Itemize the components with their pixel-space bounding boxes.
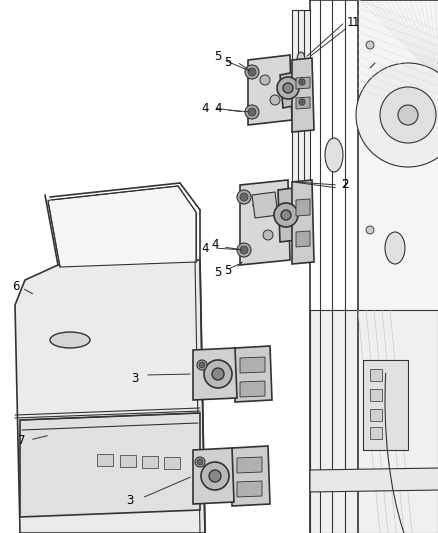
Text: 7: 7 bbox=[18, 433, 26, 447]
Circle shape bbox=[195, 457, 205, 467]
Circle shape bbox=[398, 105, 418, 125]
Text: 5: 5 bbox=[214, 50, 222, 62]
Polygon shape bbox=[248, 55, 292, 125]
Polygon shape bbox=[240, 381, 265, 397]
Circle shape bbox=[240, 246, 248, 254]
Polygon shape bbox=[292, 58, 314, 132]
Circle shape bbox=[197, 360, 207, 370]
Circle shape bbox=[300, 101, 304, 103]
Circle shape bbox=[237, 243, 251, 257]
Circle shape bbox=[201, 462, 229, 490]
Circle shape bbox=[260, 75, 270, 85]
Circle shape bbox=[245, 65, 259, 79]
Polygon shape bbox=[296, 231, 310, 247]
Ellipse shape bbox=[385, 232, 405, 264]
Polygon shape bbox=[370, 427, 382, 439]
Circle shape bbox=[245, 105, 259, 119]
Circle shape bbox=[199, 362, 205, 368]
Polygon shape bbox=[232, 446, 270, 506]
Circle shape bbox=[270, 95, 280, 105]
Polygon shape bbox=[370, 369, 382, 381]
Polygon shape bbox=[240, 180, 290, 265]
Polygon shape bbox=[237, 457, 262, 473]
Polygon shape bbox=[193, 348, 237, 400]
Circle shape bbox=[299, 99, 305, 105]
Text: 4: 4 bbox=[211, 238, 219, 252]
Text: 4: 4 bbox=[201, 241, 209, 254]
Polygon shape bbox=[120, 455, 136, 467]
Polygon shape bbox=[370, 389, 382, 401]
Polygon shape bbox=[252, 192, 278, 218]
Polygon shape bbox=[164, 457, 180, 469]
Circle shape bbox=[281, 210, 291, 220]
Polygon shape bbox=[363, 360, 408, 450]
Text: 6: 6 bbox=[12, 279, 20, 293]
Polygon shape bbox=[240, 357, 265, 373]
Circle shape bbox=[366, 41, 374, 49]
Circle shape bbox=[253, 200, 263, 210]
Text: 5: 5 bbox=[224, 263, 232, 277]
Circle shape bbox=[204, 360, 232, 388]
Polygon shape bbox=[237, 481, 262, 497]
Polygon shape bbox=[310, 468, 438, 492]
Ellipse shape bbox=[325, 138, 343, 172]
Circle shape bbox=[274, 203, 298, 227]
Polygon shape bbox=[142, 456, 158, 468]
Text: 4: 4 bbox=[201, 101, 209, 115]
Circle shape bbox=[197, 459, 203, 465]
Circle shape bbox=[240, 193, 248, 201]
Ellipse shape bbox=[297, 92, 305, 108]
Circle shape bbox=[380, 87, 436, 143]
Text: 5: 5 bbox=[214, 265, 222, 279]
Circle shape bbox=[209, 470, 221, 482]
Polygon shape bbox=[370, 409, 382, 421]
Text: 2: 2 bbox=[341, 179, 349, 191]
Text: 1: 1 bbox=[346, 15, 354, 28]
Circle shape bbox=[212, 368, 224, 380]
Polygon shape bbox=[48, 186, 196, 267]
Circle shape bbox=[299, 79, 305, 85]
Circle shape bbox=[366, 226, 374, 234]
Polygon shape bbox=[15, 260, 205, 533]
Polygon shape bbox=[280, 72, 298, 108]
Polygon shape bbox=[292, 10, 310, 210]
Circle shape bbox=[248, 68, 256, 76]
Text: 3: 3 bbox=[131, 372, 139, 384]
Circle shape bbox=[356, 63, 438, 167]
Polygon shape bbox=[296, 77, 310, 89]
Polygon shape bbox=[20, 413, 200, 517]
Ellipse shape bbox=[297, 52, 305, 68]
Circle shape bbox=[283, 83, 293, 93]
Text: 1: 1 bbox=[351, 15, 359, 28]
Polygon shape bbox=[310, 310, 438, 533]
Text: 2: 2 bbox=[341, 179, 349, 191]
Ellipse shape bbox=[50, 332, 90, 348]
Circle shape bbox=[300, 80, 304, 84]
Polygon shape bbox=[235, 346, 272, 402]
Text: 4: 4 bbox=[214, 101, 222, 115]
Circle shape bbox=[277, 77, 299, 99]
Polygon shape bbox=[97, 454, 113, 466]
Circle shape bbox=[237, 190, 251, 204]
Text: 5: 5 bbox=[224, 55, 232, 69]
Circle shape bbox=[248, 108, 256, 116]
Polygon shape bbox=[296, 97, 310, 109]
Polygon shape bbox=[193, 448, 234, 504]
Polygon shape bbox=[358, 0, 438, 533]
Circle shape bbox=[263, 230, 273, 240]
Polygon shape bbox=[278, 188, 296, 242]
Polygon shape bbox=[292, 180, 314, 264]
Polygon shape bbox=[296, 199, 310, 216]
Text: 3: 3 bbox=[126, 494, 134, 506]
